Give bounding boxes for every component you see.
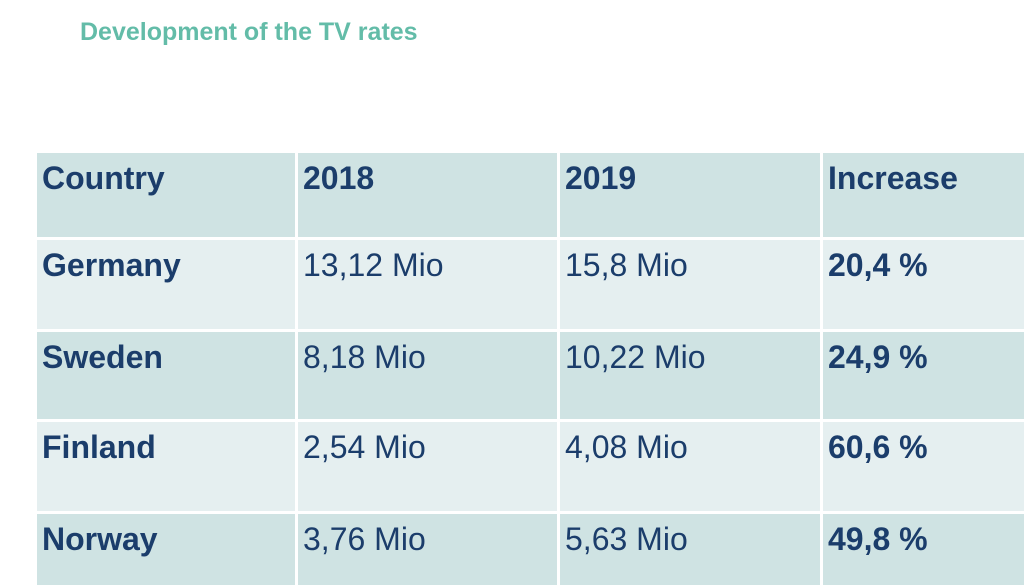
header-cell: 2018: [298, 153, 560, 240]
value-cell: 24,9 %: [823, 332, 1024, 422]
data-table: Country 2018 2019 Increase Germany 13,12 Mio 1…: [37, 153, 1024, 585]
value-cell: 2,54 Mio: [298, 422, 560, 514]
value-cell: 60,6 %: [823, 422, 1024, 514]
slide-title: Development of the TV rates: [80, 18, 418, 46]
header-cell: Increase: [823, 153, 1024, 240]
country-cell: Germany: [37, 240, 298, 332]
value-cell: 3,76 Mio: [298, 514, 560, 585]
country-cell: Sweden: [37, 332, 298, 422]
value-cell: 4,08 Mio: [560, 422, 823, 514]
value-cell: 49,8 %: [823, 514, 1024, 585]
header-cell: Country: [37, 153, 298, 240]
value-cell: 5,63 Mio: [560, 514, 823, 585]
value-cell: 15,8 Mio: [560, 240, 823, 332]
value-cell: 20,4 %: [823, 240, 1024, 332]
header-cell: 2019: [560, 153, 823, 240]
country-cell: Finland: [37, 422, 298, 514]
value-cell: 13,12 Mio: [298, 240, 560, 332]
value-cell: 8,18 Mio: [298, 332, 560, 422]
country-cell: Norway: [37, 514, 298, 585]
value-cell: 10,22 Mio: [560, 332, 823, 422]
